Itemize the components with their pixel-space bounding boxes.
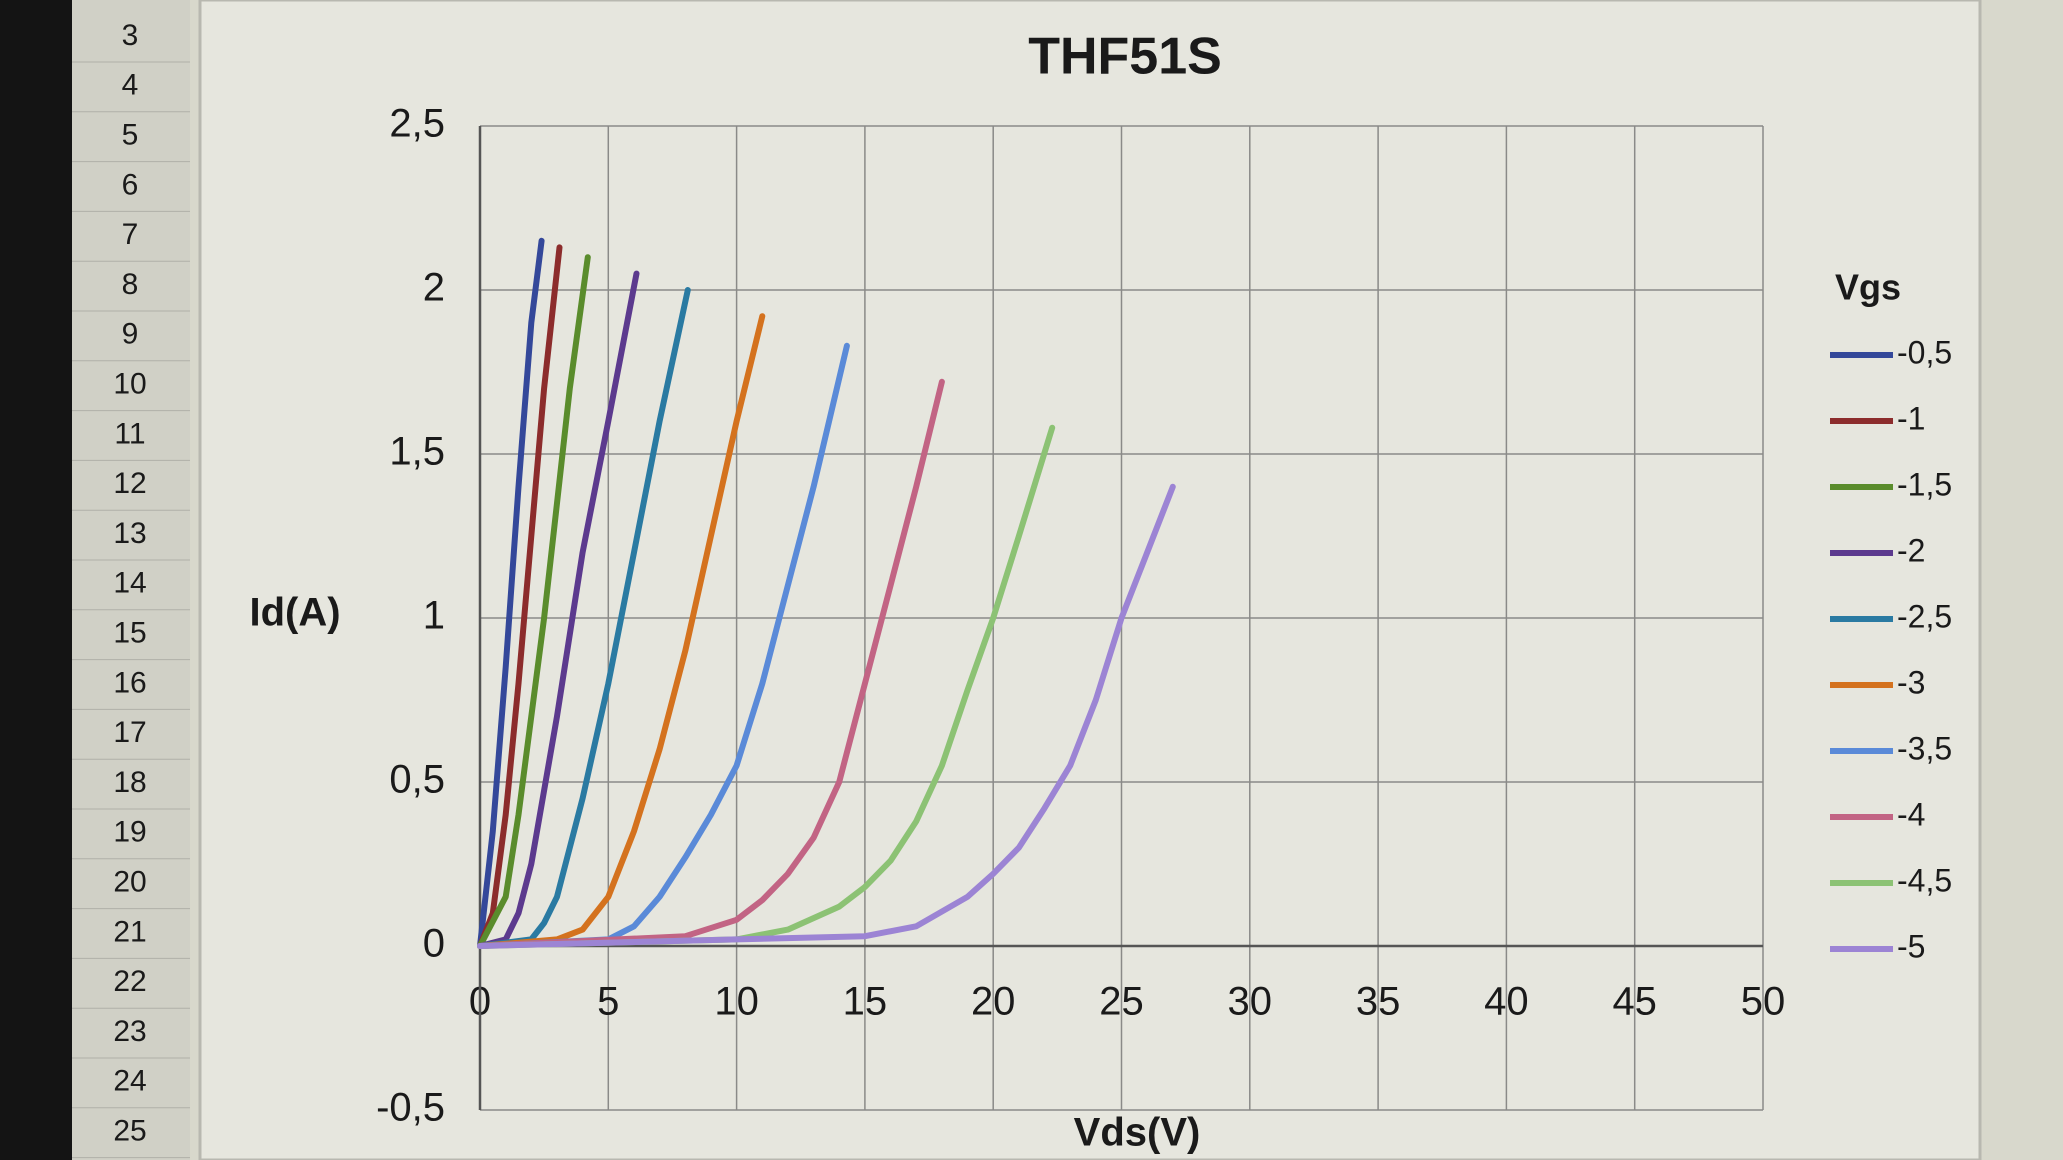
series-line <box>477 378 945 949</box>
row-number: 20 <box>113 866 146 899</box>
row-number: 3 <box>122 19 139 52</box>
x-tick-label: 35 <box>1356 980 1401 1024</box>
x-tick-label: 15 <box>843 980 888 1024</box>
x-axis-label: Vds(V) <box>1074 1111 1201 1155</box>
legend-label: -1 <box>1897 400 1925 436</box>
x-tick-label: 20 <box>971 980 1016 1024</box>
y-tick-label: 0 <box>423 922 445 966</box>
row-number: 4 <box>122 69 139 102</box>
y-tick-label: 2 <box>423 266 445 310</box>
row-number: 15 <box>113 617 146 650</box>
x-tick-label: 5 <box>597 980 619 1024</box>
series-line <box>477 287 691 949</box>
row-number: 23 <box>113 1015 146 1048</box>
row-number: 5 <box>122 119 139 152</box>
x-tick-label: 30 <box>1228 980 1273 1024</box>
row-number: 21 <box>113 915 146 948</box>
y-tick-label: 1,5 <box>389 430 445 474</box>
legend-label: -2,5 <box>1897 598 1952 634</box>
series-line <box>477 237 545 949</box>
chart-title: THF51S <box>1028 28 1222 86</box>
dark-edge <box>0 0 72 1160</box>
row-number: 25 <box>113 1115 146 1148</box>
series-line <box>477 270 640 949</box>
legend-label: -2 <box>1897 532 1925 568</box>
row-number: 14 <box>113 567 146 600</box>
legend-label: -4,5 <box>1897 862 1952 898</box>
row-number: 9 <box>122 318 139 351</box>
chart-area <box>198 0 1982 1160</box>
x-tick-label: 50 <box>1741 980 1786 1024</box>
y-tick-label: 1 <box>423 594 445 638</box>
x-tick-label: 10 <box>714 980 759 1024</box>
row-number: 18 <box>113 766 146 799</box>
x-tick-label: 25 <box>1099 980 1144 1024</box>
row-number: 16 <box>113 666 146 699</box>
row-number: 22 <box>113 965 146 998</box>
row-header-column <box>72 0 190 1160</box>
row-number: 12 <box>113 467 146 500</box>
y-tick-label: 2,5 <box>389 102 445 146</box>
legend-label: -3,5 <box>1897 730 1952 766</box>
x-tick-label: 45 <box>1612 980 1657 1024</box>
row-number: 10 <box>113 368 146 401</box>
series-line <box>477 483 1176 949</box>
row-number: 6 <box>122 168 139 201</box>
y-axis-label: Id(A) <box>249 591 340 635</box>
row-number: 17 <box>113 716 146 749</box>
series-line <box>477 244 563 949</box>
legend-label: -5 <box>1897 928 1925 964</box>
series-line <box>477 424 1056 949</box>
row-number: 11 <box>114 417 145 450</box>
y-tick-label: 0,5 <box>389 758 445 802</box>
legend-label: -1,5 <box>1897 466 1952 502</box>
row-number: 13 <box>113 517 146 550</box>
series-line <box>477 254 591 949</box>
series-line <box>477 313 766 949</box>
legend-label: -4 <box>1897 796 1925 832</box>
plot: -0,500,511,522,50 5 10 15 20 25 30 35 40 45 50-0,5… <box>376 102 1952 1130</box>
legend-title: Vgs <box>1835 267 1901 308</box>
series-line <box>477 342 850 949</box>
legend-label: -3 <box>1897 664 1925 700</box>
y-tick-label: -0,5 <box>376 1086 445 1130</box>
x-tick-label: 40 <box>1484 980 1529 1024</box>
row-headers: 3 4 5 6 7 8 9 10 11 12 13 14 15 16 17 18 19 20 21 22 23 24 25 <box>72 19 190 1159</box>
row-number: 24 <box>113 1065 146 1098</box>
row-number: 19 <box>113 816 146 849</box>
row-number: 8 <box>122 268 139 301</box>
row-number: 7 <box>122 218 139 251</box>
legend-label: -0,5 <box>1897 334 1952 370</box>
